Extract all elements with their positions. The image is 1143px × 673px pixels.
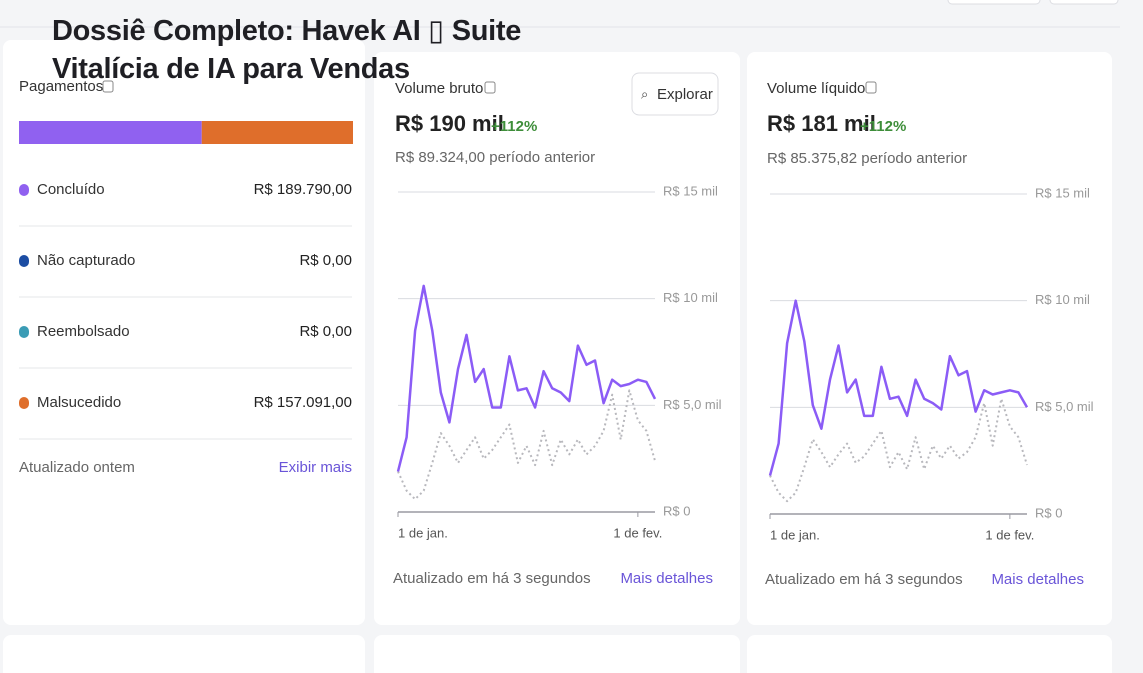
net-amount: R$ 181 mil bbox=[767, 111, 876, 136]
status-label: Reembolsado bbox=[37, 323, 130, 340]
info-icon[interactable] bbox=[865, 81, 877, 94]
bottom-card bbox=[3, 635, 365, 673]
status-dot bbox=[19, 326, 29, 338]
status-value: R$ 189.790,00 bbox=[254, 181, 352, 198]
series-line bbox=[396, 284, 657, 472]
gross-card bbox=[374, 52, 740, 625]
status-dot bbox=[19, 255, 29, 267]
explore-label[interactable]: Explorar bbox=[657, 86, 713, 103]
gross-amount: R$ 190 mil bbox=[395, 111, 504, 136]
payment-bar-segment bbox=[201, 121, 353, 144]
y-tick-label: R$ 0 bbox=[1035, 505, 1062, 520]
net-card bbox=[747, 52, 1112, 625]
x-tick-label: 1 de jan. bbox=[398, 525, 448, 540]
status-label: Concluído bbox=[37, 181, 105, 198]
bottom-card bbox=[747, 635, 1112, 673]
net-title: Volume líquido bbox=[767, 80, 865, 97]
gross-footer: Atualizado em há 3 segundos bbox=[393, 570, 591, 587]
series-line bbox=[768, 299, 1029, 476]
gross-change: +112% bbox=[491, 118, 537, 135]
y-tick-label: R$ 15 mil bbox=[663, 183, 718, 198]
y-tick-label: R$ 0 bbox=[663, 503, 690, 518]
gross-title: Volume bruto bbox=[395, 80, 483, 97]
bottom-card bbox=[374, 635, 740, 673]
payments-footer: Atualizado ontem bbox=[19, 459, 135, 476]
status-value: R$ 0,00 bbox=[299, 323, 352, 340]
y-tick-label: R$ 5,0 mil bbox=[663, 397, 722, 412]
payment-bar-segment bbox=[19, 121, 202, 144]
status-label: Malsucedido bbox=[37, 394, 121, 411]
series-line bbox=[397, 389, 656, 501]
payments-title: Pagamentos bbox=[19, 78, 103, 95]
top-button[interactable] bbox=[1049, 0, 1119, 5]
payments-card bbox=[3, 40, 365, 625]
y-tick-label: R$ 10 mil bbox=[1035, 292, 1090, 307]
status-dot bbox=[19, 184, 29, 196]
status-value: R$ 0,00 bbox=[299, 252, 352, 269]
status-label: Não capturado bbox=[37, 252, 135, 269]
net-previous: R$ 85.375,82 período anterior bbox=[767, 150, 967, 167]
x-tick-label: 1 de fev. bbox=[985, 527, 1034, 542]
top-button[interactable] bbox=[947, 0, 1041, 5]
x-tick-label: 1 de jan. bbox=[770, 527, 820, 542]
y-tick-label: R$ 15 mil bbox=[1035, 185, 1090, 200]
status-value: R$ 157.091,00 bbox=[254, 394, 352, 411]
net-link[interactable]: Mais detalhes bbox=[991, 571, 1084, 588]
net-change: +112% bbox=[860, 118, 906, 135]
status-dot bbox=[19, 397, 29, 409]
y-tick-label: R$ 5,0 mil bbox=[1035, 399, 1094, 414]
explore-button[interactable] bbox=[631, 72, 719, 116]
info-icon[interactable] bbox=[484, 81, 496, 94]
gross-previous: R$ 89.324,00 período anterior bbox=[395, 149, 595, 166]
y-tick-label: R$ 10 mil bbox=[663, 290, 718, 305]
gross-link[interactable]: Mais detalhes bbox=[620, 570, 713, 587]
explore-icon: ⌕ bbox=[641, 86, 648, 101]
info-icon[interactable] bbox=[102, 80, 114, 93]
x-tick-label: 1 de fev. bbox=[613, 525, 662, 540]
payments-link[interactable]: Exibir mais bbox=[279, 459, 352, 476]
net-footer: Atualizado em há 3 segundos bbox=[765, 571, 963, 588]
overlay-title: Dossiê Completo: Havek AI ▯ Suite Vitalí… bbox=[52, 15, 522, 85]
